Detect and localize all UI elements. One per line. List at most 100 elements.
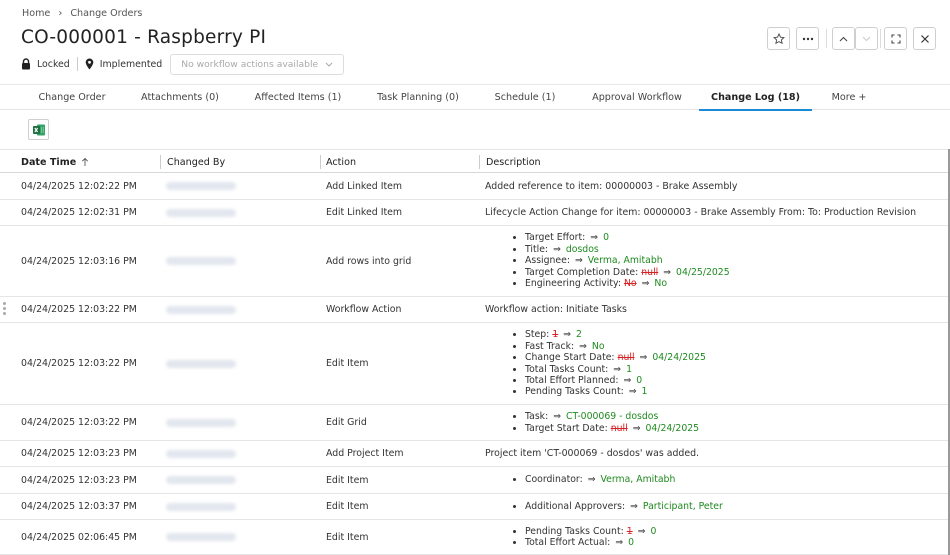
grid-header: Date Time Changed By Action Description — [0, 149, 950, 173]
change-new-value: 1 — [641, 386, 648, 398]
arrow-right-icon: ⇒ — [590, 232, 599, 244]
chevron-right-icon: › — [58, 8, 63, 19]
breadcrumb-change-orders[interactable]: Change Orders — [70, 8, 143, 19]
change-field: Pending Tasks Count: — [525, 386, 624, 398]
chevron-up-icon — [839, 36, 848, 41]
column-separator[interactable] — [479, 155, 480, 169]
close-icon — [920, 34, 929, 43]
change-item: Target Start Date:null ⇒ 04/24/2025 — [525, 423, 699, 434]
tab-change-log[interactable]: Change Log (18) — [699, 85, 812, 111]
tab-attachments[interactable]: Attachments (0) — [141, 92, 219, 103]
arrow-right-icon: ⇒ — [579, 340, 587, 352]
fullscreen-button[interactable] — [884, 27, 907, 50]
change-field: Target Start Date: — [525, 422, 608, 434]
cell-description: Step:1⇒2Fast Track:⇒NoChange Start Date:… — [485, 323, 706, 404]
export-excel-button[interactable] — [28, 119, 49, 140]
change-list: Pending Tasks Count:1⇒0Total Effort Actu… — [485, 526, 656, 549]
table-row[interactable]: 04/24/2025 12:03:16 PM Add rows into grid… — [0, 226, 950, 297]
change-field: Title: — [525, 243, 549, 255]
location-pin-icon — [85, 58, 94, 70]
change-new-value: No — [654, 278, 668, 290]
change-field: Task: — [525, 411, 549, 423]
table-row[interactable]: 04/24/2025 12:02:31 PM Edit Linked Item Li… — [0, 200, 950, 226]
excel-icon — [32, 124, 45, 135]
grid-body: 04/24/2025 12:02:22 PM Add Linked Item Add… — [0, 173, 950, 555]
previous-item-button[interactable] — [832, 27, 855, 50]
drag-handle[interactable] — [3, 302, 6, 316]
table-row[interactable]: 04/24/2025 12:03:23 PM Add Project Item Pr… — [0, 441, 950, 467]
cell-action: Edit Item — [326, 474, 369, 486]
table-row[interactable]: 04/24/2025 02:06:45 PM Edit Item Pending T… — [0, 520, 950, 555]
cell-date-time: 04/24/2025 02:06:45 PM — [21, 531, 137, 543]
change-new-value: 04/24/2025 — [645, 422, 700, 434]
cell-date-time: 04/24/2025 12:03:22 PM — [21, 358, 137, 369]
change-item: Coordinator: ⇒ Verma, Amitabh — [525, 474, 675, 485]
change-field: Engineering Activity: — [525, 278, 621, 290]
cell-action: Edit Item — [326, 501, 369, 512]
cell-description: Project item 'CT-000069 - dosdos' was ad… — [485, 448, 700, 459]
change-list: Coordinator: ⇒ Verma, Amitabh — [485, 474, 675, 485]
tab-change-order[interactable]: Change Order — [38, 92, 106, 103]
redacted-user-name — [166, 208, 236, 217]
arrow-right-icon: ⇒ — [553, 411, 561, 423]
more-actions-button[interactable] — [796, 27, 819, 50]
column-header-date-time[interactable]: Date Time — [21, 150, 89, 174]
arrow-right-icon: ⇒ — [613, 363, 622, 375]
arrow-right-icon: ⇒ — [663, 266, 672, 278]
column-header-changed-by[interactable]: Changed By — [167, 156, 226, 168]
tab-approval-workflow[interactable]: Approval Workflow — [592, 92, 682, 103]
change-field: Total Tasks Count: — [525, 363, 609, 375]
change-field: Step: — [525, 329, 550, 341]
page-title: CO-000001 - Raspberry PI — [21, 27, 267, 48]
cell-date-time: 04/24/2025 12:02:22 PM — [21, 180, 137, 192]
tab-affected-items[interactable]: Affected Items (1) — [254, 92, 342, 103]
change-item: Total Effort Planned: ⇒ 0 — [525, 375, 706, 386]
change-list: Target Effort:⇒0Title:⇒dosdosAssignee:⇒V… — [485, 232, 730, 289]
cell-description: Workflow action: Initiate Tasks — [485, 304, 627, 315]
vertical-scrollbar[interactable] — [948, 149, 950, 555]
table-row[interactable]: 04/24/2025 12:03:37 PM Edit Item Additiona… — [0, 494, 950, 520]
cell-changed-by-redacted — [166, 173, 236, 199]
arrow-right-icon: ⇒ — [628, 386, 637, 398]
change-old-value: null — [617, 352, 635, 364]
change-new-value: No — [591, 340, 605, 352]
change-item: Pending Tasks Count: ⇒ 1 — [525, 386, 706, 397]
cell-description: Additional Approvers: ⇒ Participant, Peter — [485, 494, 723, 519]
cell-action: Edit Linked Item — [326, 207, 403, 218]
lifecycle-state-label: Implemented — [99, 58, 163, 70]
redacted-user-name — [166, 533, 236, 541]
column-header-action[interactable]: Action — [326, 156, 357, 168]
cell-date-time: 04/24/2025 12:03:23 PM — [21, 448, 137, 459]
table-row[interactable]: 04/24/2025 12:02:22 PM Add Linked Item Add… — [0, 173, 950, 200]
workflow-actions-dropdown[interactable]: No workflow actions available — [170, 53, 345, 75]
cell-changed-by-redacted — [166, 441, 236, 466]
column-separator[interactable] — [320, 155, 321, 169]
table-row[interactable]: 04/24/2025 12:03:22 PM Workflow Action Wor… — [0, 297, 950, 323]
change-new-value: 04/24/2025 — [652, 352, 706, 364]
tab-bar: Change Order Attachments (0) Affected It… — [0, 84, 950, 111]
arrow-right-icon: ⇒ — [623, 374, 632, 386]
table-row[interactable]: 04/24/2025 12:03:23 PM Edit Item Coordinat… — [0, 467, 950, 494]
tab-more[interactable]: More + — [831, 92, 867, 103]
redacted-user-name — [166, 502, 236, 511]
breadcrumb-home[interactable]: Home — [22, 8, 51, 19]
redacted-user-name — [166, 257, 236, 265]
cell-action: Workflow Action — [326, 304, 402, 315]
change-item: Step:1 ⇒ 2 — [525, 329, 706, 340]
change-new-value: Participant, Peter — [642, 500, 723, 512]
column-separator[interactable] — [160, 155, 161, 169]
change-item: Pending Tasks Count:1 ⇒ 0 — [525, 526, 656, 537]
sort-ascending-icon — [82, 157, 89, 166]
change-item: Target Effort: ⇒ 0 — [525, 232, 730, 243]
bookmark-button[interactable] — [767, 27, 790, 50]
column-header-description[interactable]: Description — [486, 156, 541, 168]
close-button[interactable] — [913, 27, 936, 50]
cell-date-time: 04/24/2025 12:03:22 PM — [21, 304, 137, 315]
next-item-button[interactable] — [855, 27, 878, 50]
tab-schedule[interactable]: Schedule (1) — [494, 92, 556, 103]
cell-changed-by-redacted — [166, 297, 236, 322]
tab-task-planning[interactable]: Task Planning (0) — [377, 92, 459, 103]
cell-date-time: 04/24/2025 12:03:37 PM — [21, 501, 137, 512]
